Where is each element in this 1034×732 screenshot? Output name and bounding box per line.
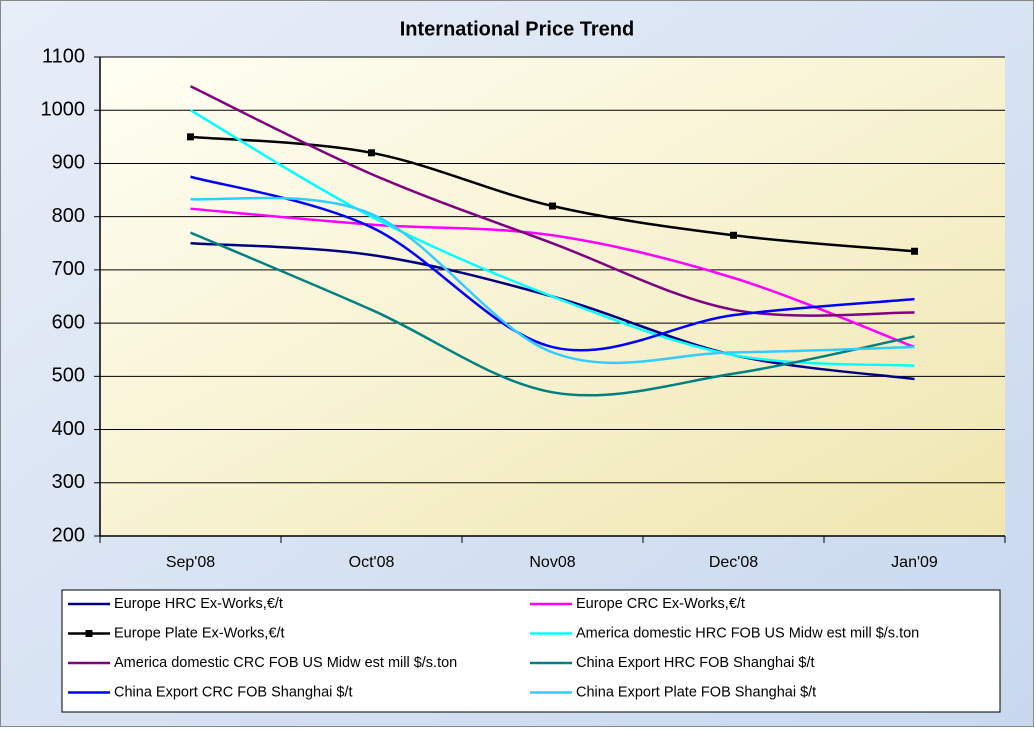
y-tick-label: 1100	[42, 45, 85, 67]
marker	[187, 133, 194, 141]
legend-label: America domestic CRC FOB US Midw est mil…	[114, 655, 457, 671]
chart-title: International Price Trend	[400, 18, 635, 40]
legend-label: China Export Plate FOB Shanghai $/t	[576, 684, 816, 700]
marker	[911, 247, 918, 255]
y-tick-label: 1000	[41, 99, 86, 121]
series-line	[189, 109, 915, 367]
legend-marker	[85, 630, 93, 637]
legend-label: China Export CRC FOB Shanghai $/t	[114, 684, 353, 700]
series-line	[190, 207, 915, 349]
series-line	[189, 85, 915, 317]
legend-label: America domestic HRC FOB US Midw est mil…	[576, 625, 919, 641]
legend-label: Europe HRC Ex-Works,€/t	[114, 596, 283, 612]
x-tick-label: Oct'08	[349, 554, 395, 571]
y-tick-label: 600	[52, 311, 85, 333]
y-tick-label: 900	[52, 152, 85, 174]
legend-label: Europe CRC Ex-Works,€/t	[576, 596, 745, 612]
y-tick-label: 700	[52, 258, 85, 280]
series-line	[190, 196, 915, 365]
y-tick-label: 400	[52, 418, 85, 440]
series-line	[190, 231, 915, 397]
x-tick-label: Jan'09	[891, 554, 938, 571]
marker	[368, 149, 375, 157]
y-tick-label: 500	[52, 365, 85, 387]
x-tick-label: Nov08	[529, 554, 575, 571]
y-tick-label: 800	[52, 205, 85, 227]
y-tick-label: 200	[52, 524, 85, 546]
y-tick-label: 300	[52, 471, 85, 493]
series-line	[190, 175, 915, 352]
x-tick-label: Sep'08	[166, 554, 215, 571]
marker	[549, 202, 556, 210]
legend-label: China Export HRC FOB Shanghai $/t	[576, 655, 815, 671]
legend-label: Europe Plate Ex-Works,€/t	[114, 625, 285, 641]
marker	[730, 231, 737, 239]
x-tick-label: Dec'08	[709, 554, 758, 571]
